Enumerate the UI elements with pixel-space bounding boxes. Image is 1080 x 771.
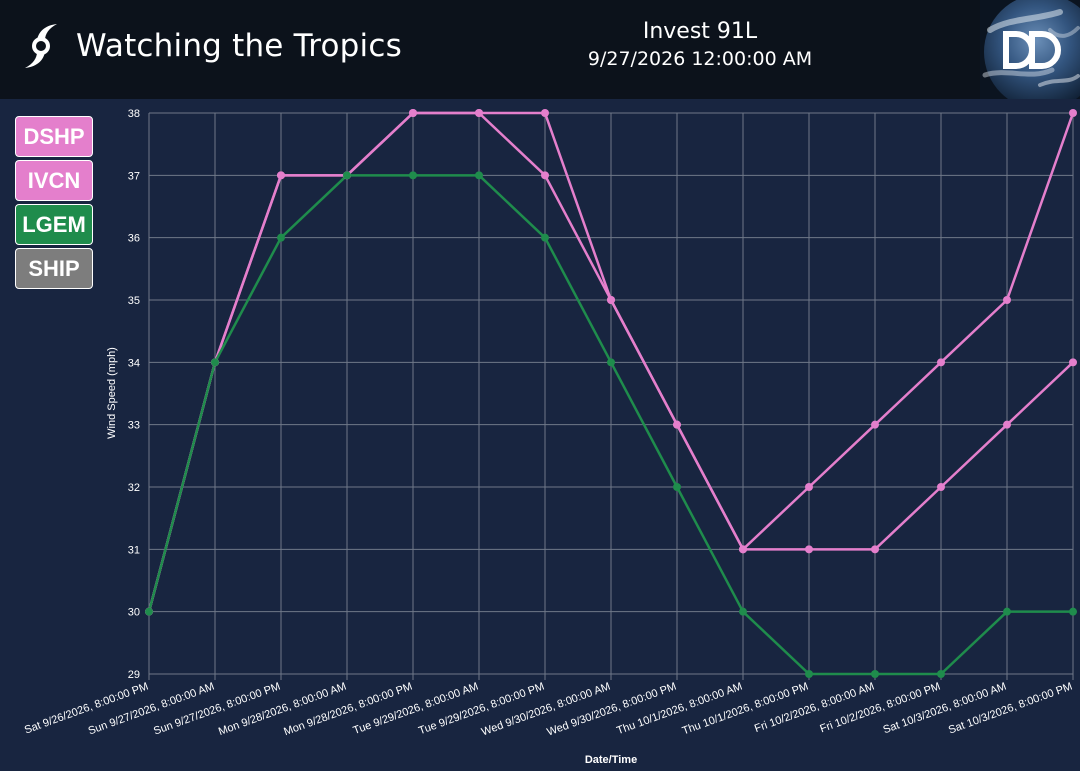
data-point-lgem[interactable]	[607, 358, 615, 367]
data-point-ivcn[interactable]	[739, 545, 747, 554]
data-point-ivcn[interactable]	[805, 483, 813, 491]
y-tick-label: 29	[128, 669, 140, 681]
storm-time: 9/27/2026 12:00:00 AM	[587, 48, 813, 70]
data-point-lgem[interactable]	[541, 233, 549, 242]
dd-logo-mark	[1003, 31, 1061, 69]
hurricane-icon	[20, 22, 62, 70]
x-tick-label: Tue 9/29/2026, 8:00:00 AM	[352, 681, 480, 738]
data-point-ivcn[interactable]	[541, 109, 549, 117]
x-tick-label: Fri 10/2/2026, 8:00:00 AM	[753, 681, 876, 736]
data-point-lgem[interactable]	[739, 607, 747, 616]
x-tick-label: Sun 9/27/2026, 8:00:00 AM	[87, 681, 216, 738]
grid	[148, 112, 1074, 680]
brand[interactable]: Watching the Tropics	[20, 22, 402, 70]
y-tick-label: 35	[128, 295, 140, 307]
data-point-lgem[interactable]	[475, 171, 483, 180]
data-point-lgem[interactable]	[937, 670, 945, 678]
data-point-lgem[interactable]	[277, 233, 285, 242]
data-point-dshp[interactable]	[937, 483, 945, 491]
y-tick-label: 32	[128, 482, 140, 494]
data-point-lgem[interactable]	[211, 358, 219, 367]
data-point-lgem[interactable]	[1003, 607, 1011, 616]
storm-info: Invest 91L 9/27/2026 12:00:00 AM	[500, 18, 900, 72]
data-point-lgem[interactable]	[673, 483, 681, 491]
globe-logo	[980, 0, 1080, 99]
data-point-ivcn[interactable]	[937, 358, 945, 367]
series-lines	[145, 109, 1077, 678]
data-point-lgem[interactable]	[343, 171, 351, 180]
data-point-lgem[interactable]	[871, 670, 879, 678]
y-tick-label: 33	[128, 420, 140, 432]
data-point-dshp[interactable]	[1003, 420, 1011, 429]
y-tick-label: 34	[128, 357, 140, 369]
data-point-dshp[interactable]	[805, 545, 813, 554]
data-point-dshp[interactable]	[871, 545, 879, 554]
data-point-ivcn[interactable]	[1003, 296, 1011, 304]
data-point-lgem[interactable]	[805, 670, 813, 678]
data-point-ivcn[interactable]	[409, 109, 417, 117]
x-tick-label: Thu 10/1/2026, 8:00:00 PM	[681, 681, 810, 738]
data-point-dshp[interactable]	[1069, 358, 1077, 367]
data-point-ivcn[interactable]	[277, 171, 285, 180]
data-point-dshp[interactable]	[541, 171, 549, 180]
y-axis-ticks: 29 30 31 32 33 34 35 36 37 38	[128, 108, 140, 681]
y-tick-label: 38	[128, 108, 140, 120]
data-point-ivcn[interactable]	[607, 296, 615, 304]
data-point-ivcn[interactable]	[673, 420, 681, 429]
wind-speed-chart: 29 30 31 32 33 34 35 36 37 38 Sat 9/26/2026, 8:00…	[23, 108, 1077, 766]
x-tick-label: Fri 10/2/2026, 8:00:00 PM	[818, 681, 942, 736]
y-axis-label: Wind Speed (mph)	[106, 347, 118, 439]
data-point-lgem[interactable]	[409, 171, 417, 180]
y-tick-label: 36	[128, 233, 140, 245]
data-point-lgem[interactable]	[1069, 607, 1077, 616]
y-tick-label: 31	[128, 544, 140, 556]
storm-name: Invest 91L	[642, 19, 758, 44]
x-tick-label: Sat 10/3/2026, 8:00:00 AM	[882, 681, 1009, 737]
legend-ship-button[interactable]: SHIP	[15, 248, 93, 289]
data-point-ivcn[interactable]	[871, 420, 879, 429]
legend-lgem-button[interactable]: LGEM	[15, 204, 93, 245]
y-tick-label: 30	[128, 607, 140, 619]
x-axis-label: Date/Time	[585, 754, 637, 766]
x-tick-label: Thu 10/1/2026, 8:00:00 AM	[615, 681, 744, 738]
header-bar: Watching the Tropics Invest 91L 9/27/202…	[0, 0, 1080, 99]
data-point-lgem[interactable]	[145, 607, 153, 616]
app-title: Watching the Tropics	[76, 28, 402, 64]
data-point-ivcn[interactable]	[475, 109, 483, 117]
x-tick-label: Sat 10/3/2026, 8:00:00 PM	[947, 681, 1074, 737]
y-tick-label: 37	[128, 170, 140, 182]
model-legend: DSHP IVCN LGEM SHIP	[15, 116, 93, 292]
data-point-ivcn[interactable]	[1069, 109, 1077, 117]
legend-dshp-button[interactable]: DSHP	[15, 116, 93, 157]
legend-ivcn-button[interactable]: IVCN	[15, 160, 93, 201]
